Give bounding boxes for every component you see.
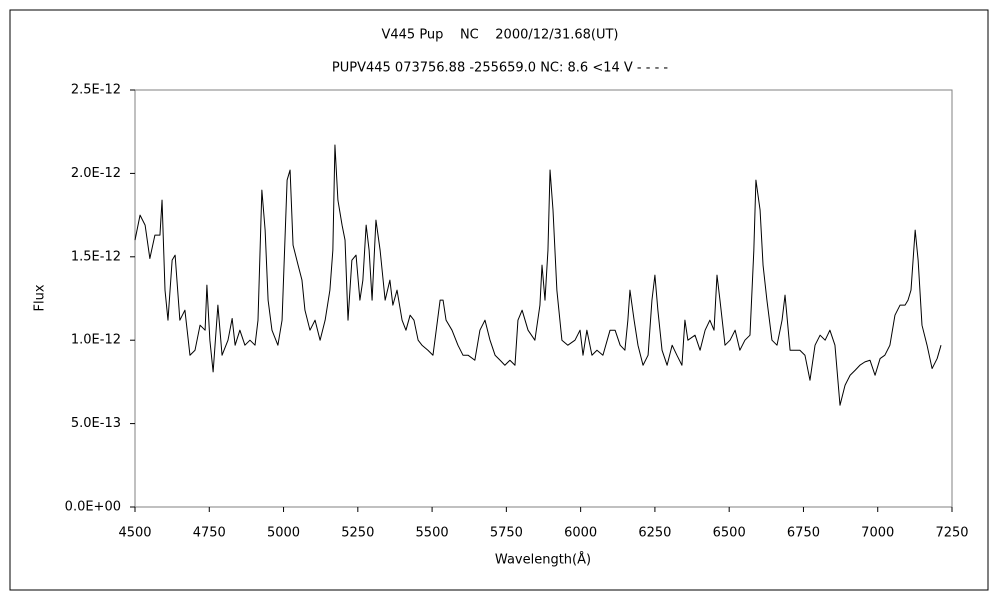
chart-subtitle: PUPV445 073756.88 -255659.0 NC: 8.6 <14 …: [332, 61, 669, 76]
x-axis-label: Wavelength(Å): [495, 552, 591, 568]
y-tick-label: 1.0E-12: [71, 333, 121, 348]
x-tick-label: 7000: [861, 526, 894, 541]
x-tick-label: 6750: [787, 526, 820, 541]
x-tick-label: 5750: [490, 526, 523, 541]
x-tick-label: 7250: [935, 526, 968, 541]
x-tick-label: 5000: [267, 526, 300, 541]
chart-title: V445 Pup NC 2000/12/31.68(UT): [381, 28, 618, 43]
x-tick-label: 4500: [118, 526, 151, 541]
x-tick-label: 6250: [638, 526, 671, 541]
x-tick-label: 4750: [193, 526, 226, 541]
x-tick-label: 6000: [564, 526, 597, 541]
y-axis-label: Flux: [33, 284, 48, 311]
x-tick-label: 6500: [713, 526, 746, 541]
y-tick-label: 2.0E-12: [71, 166, 121, 181]
y-tick-label: 1.5E-12: [71, 249, 121, 264]
x-tick-label: 5500: [416, 526, 449, 541]
y-tick-label: 2.5E-12: [71, 83, 121, 98]
x-tick-label: 5250: [341, 526, 374, 541]
spectrum-line: [134, 144, 942, 406]
plot-area: [134, 89, 953, 508]
y-tick-label: 5.0E-13: [71, 416, 121, 431]
y-tick-label: 0.0E+00: [65, 500, 121, 515]
